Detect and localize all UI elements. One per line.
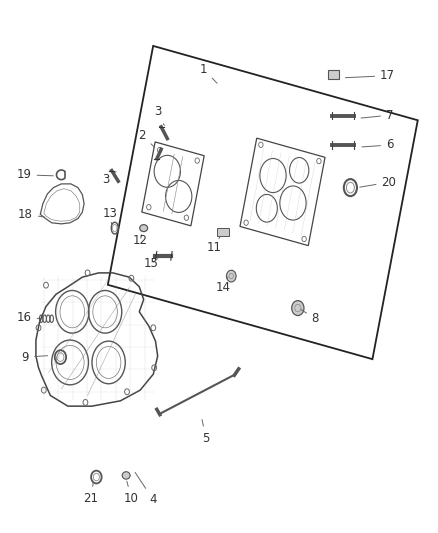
Text: 8: 8 bbox=[301, 310, 319, 325]
Text: 1: 1 bbox=[200, 63, 217, 83]
Text: 5: 5 bbox=[202, 419, 209, 445]
Text: 10: 10 bbox=[124, 481, 139, 505]
Text: 6: 6 bbox=[362, 139, 394, 151]
Text: 11: 11 bbox=[207, 237, 222, 254]
Ellipse shape bbox=[140, 225, 148, 231]
Text: 12: 12 bbox=[133, 235, 148, 247]
Text: 4: 4 bbox=[135, 472, 157, 506]
Polygon shape bbox=[328, 70, 339, 79]
Text: 13: 13 bbox=[103, 207, 118, 225]
Text: 19: 19 bbox=[17, 168, 53, 181]
Text: 20: 20 bbox=[360, 176, 396, 189]
Polygon shape bbox=[217, 228, 229, 236]
Text: 3: 3 bbox=[102, 172, 116, 186]
Ellipse shape bbox=[122, 472, 130, 479]
Text: 7: 7 bbox=[361, 109, 394, 122]
Text: 14: 14 bbox=[216, 277, 231, 294]
Text: 16: 16 bbox=[17, 311, 39, 324]
Ellipse shape bbox=[292, 301, 304, 316]
Text: 17: 17 bbox=[345, 69, 395, 82]
Text: 21: 21 bbox=[84, 481, 99, 505]
Text: 18: 18 bbox=[18, 208, 45, 221]
Text: 15: 15 bbox=[144, 257, 159, 270]
Text: 2: 2 bbox=[138, 130, 155, 147]
Text: 3: 3 bbox=[154, 106, 164, 125]
Ellipse shape bbox=[226, 270, 236, 282]
Text: 9: 9 bbox=[21, 351, 48, 364]
